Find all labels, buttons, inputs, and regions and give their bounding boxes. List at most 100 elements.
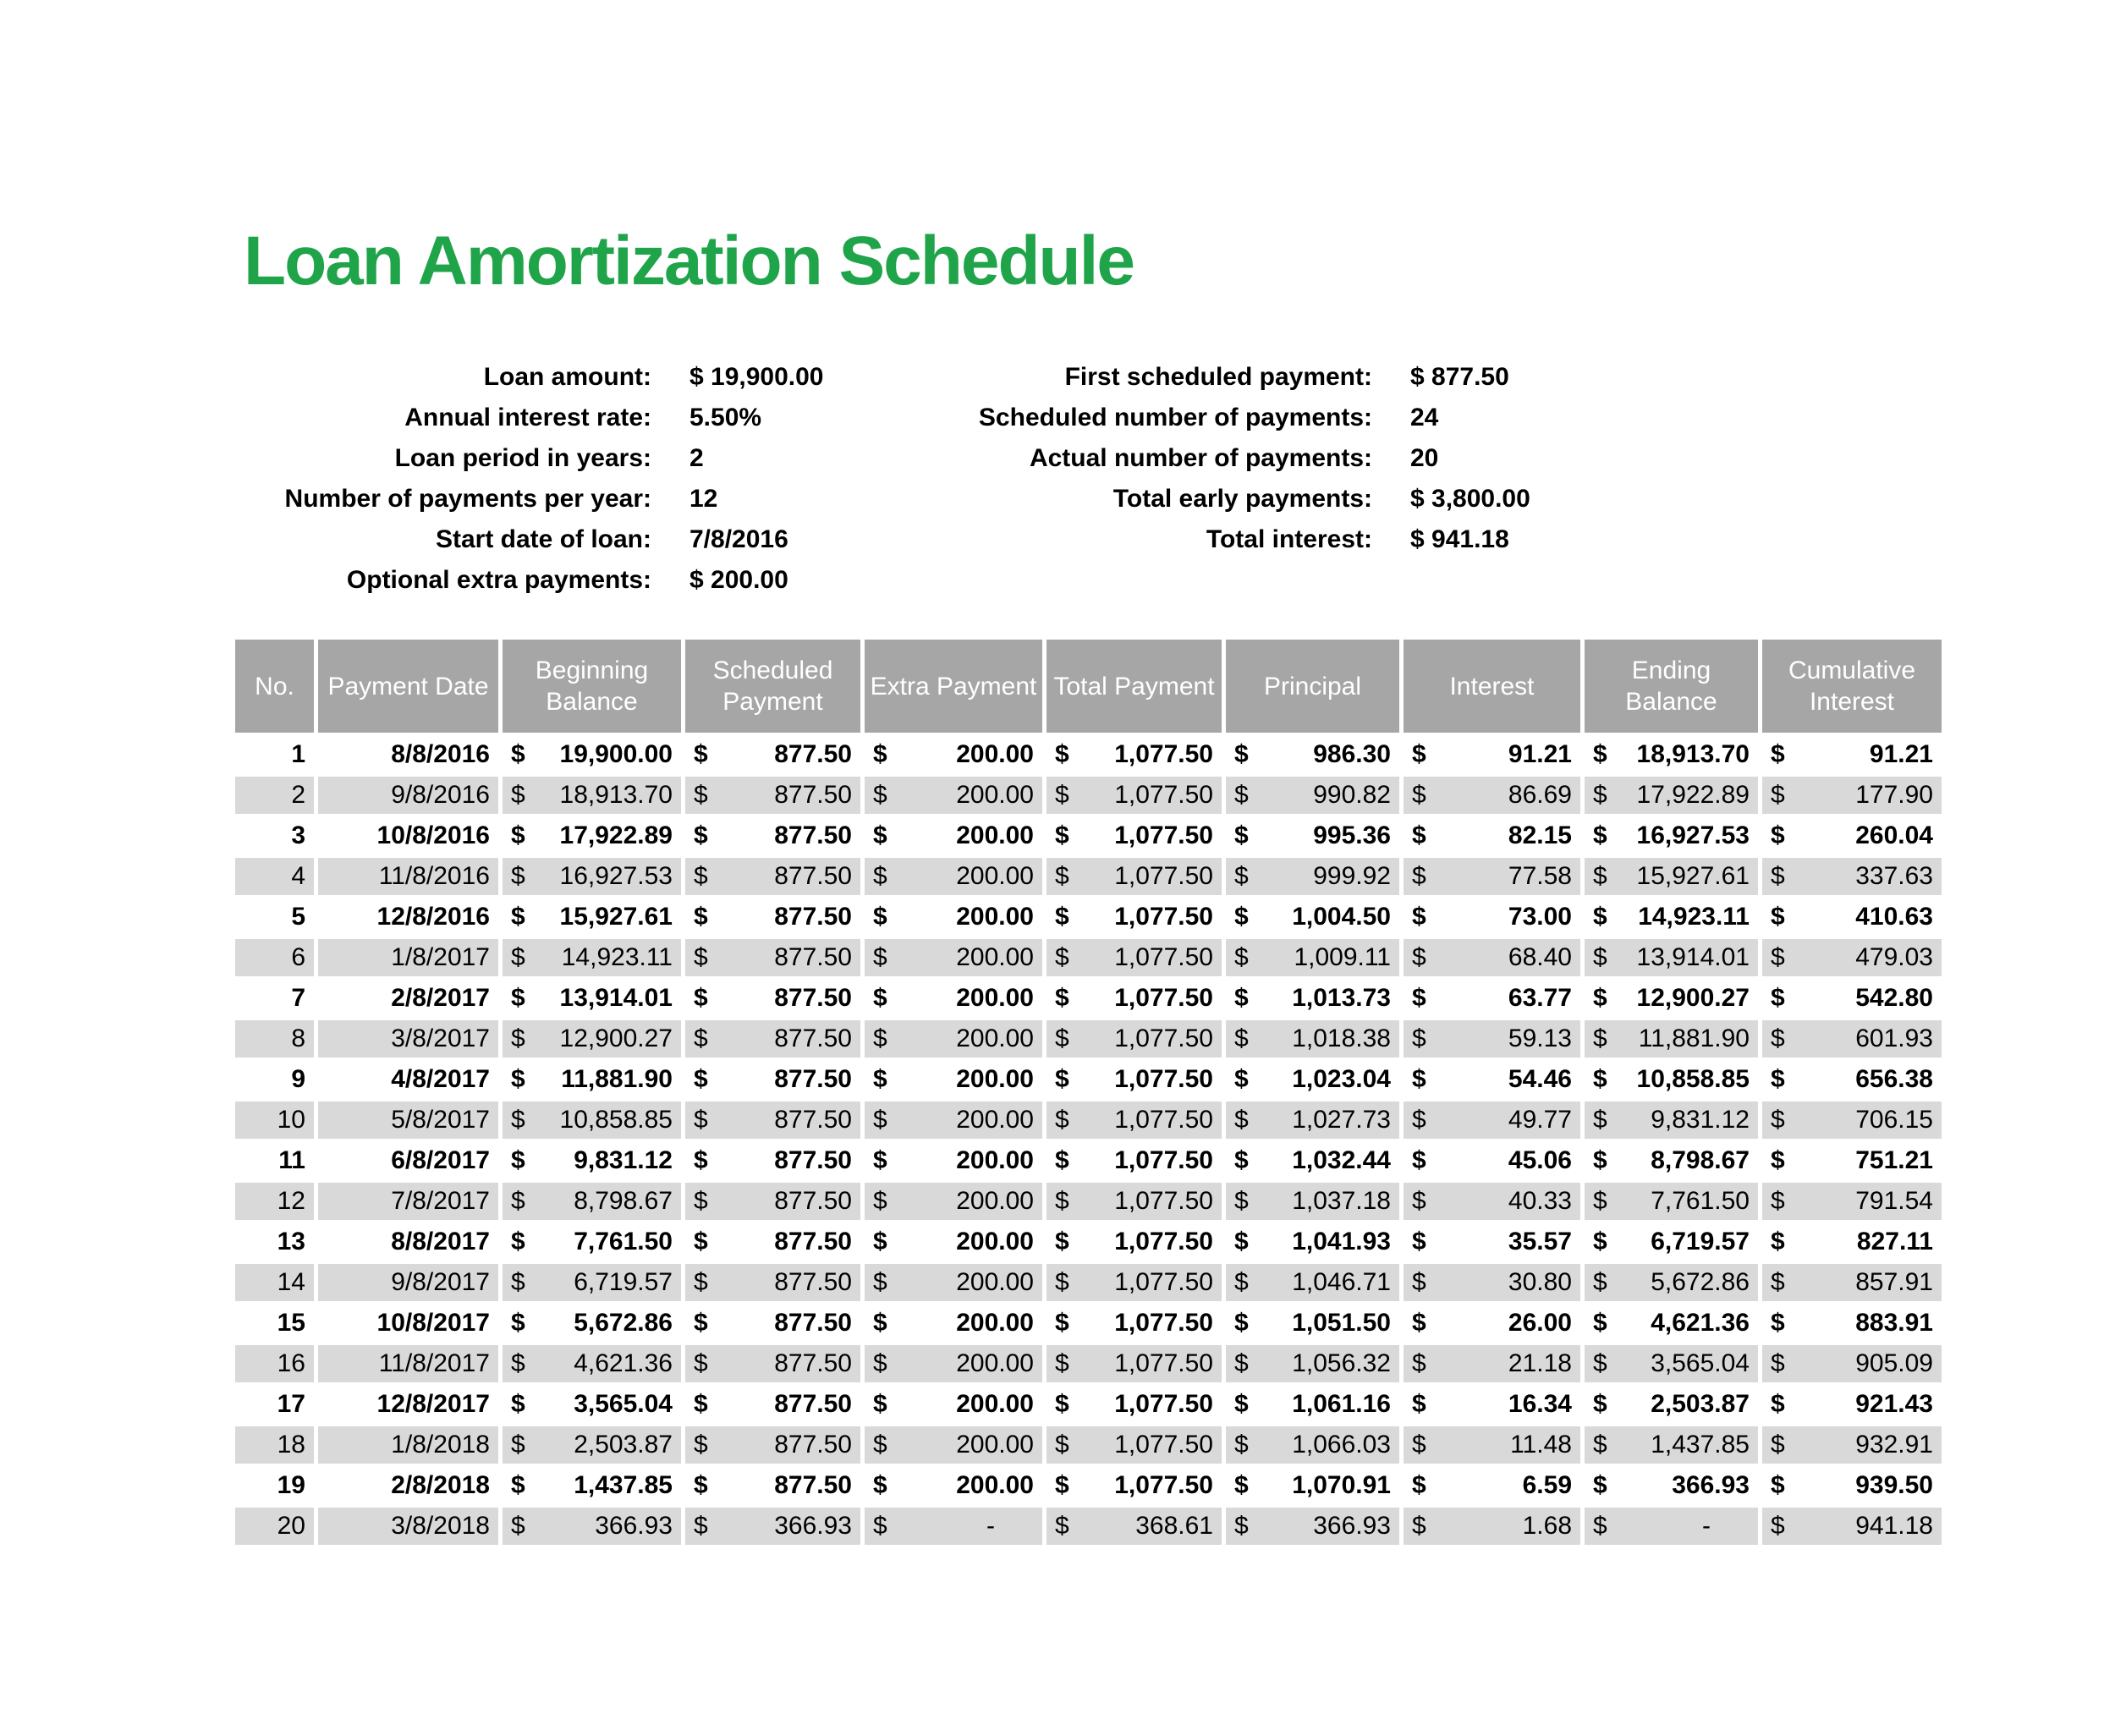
amount-value: 7,761.50	[574, 1228, 673, 1255]
cell-amount: $479.03	[1762, 939, 1942, 976]
currency-symbol: $	[1234, 1106, 1249, 1134]
accounting-format: $479.03	[1771, 943, 1933, 972]
amount-value: 16,927.53	[1636, 821, 1750, 849]
amount-value: 366.93	[1672, 1471, 1750, 1499]
accounting-format: $26.00	[1412, 1309, 1572, 1338]
accounting-format: $366.93	[694, 1512, 852, 1541]
amount-value: 73.00	[1508, 903, 1572, 931]
cell-amount: $2,503.87	[1585, 1386, 1758, 1423]
cell-amount: $410.63	[1762, 898, 1942, 936]
accounting-format: $877.50	[694, 1065, 852, 1094]
currency-symbol: $	[511, 1025, 525, 1052]
cell-amount: $857.91	[1762, 1264, 1942, 1301]
header-cell: Cumulative Interest	[1762, 640, 1942, 733]
accounting-format: $86.69	[1412, 781, 1572, 810]
currency-symbol: $	[1412, 1390, 1426, 1418]
currency-symbol: $	[873, 862, 887, 890]
cell-payment-number: 10	[235, 1101, 314, 1139]
cell-amount: $877.50	[685, 1467, 860, 1504]
amount-value: 1,437.85	[574, 1471, 673, 1499]
amount-value: 1,077.50	[1114, 1187, 1213, 1215]
amount-value: 941.18	[1855, 1512, 1933, 1540]
amount-value: -	[986, 1512, 995, 1540]
header-cell: Extra Payment	[865, 640, 1042, 733]
cell-amount: $601.93	[1762, 1020, 1942, 1058]
accounting-format: $200.00	[873, 1065, 1034, 1094]
summary-label: Number of payments per year:	[284, 485, 651, 513]
table-row: 19 2/8/2018 $1,437.85 $877.50 $200.00 $1,077.…	[235, 1467, 1942, 1504]
cell-payment-date: 7/8/2017	[318, 1183, 498, 1220]
currency-symbol: $	[1593, 903, 1607, 931]
currency-symbol: $	[1055, 984, 1069, 1012]
currency-symbol: $	[1593, 984, 1607, 1012]
amount-value: 877.50	[774, 1228, 852, 1255]
cell-amount: $3,565.04	[503, 1386, 681, 1423]
summary-label: Annual interest rate:	[404, 404, 651, 431]
cell-amount: $877.50	[685, 1061, 860, 1098]
currency-symbol: $	[1055, 1065, 1069, 1093]
currency-symbol: $	[1593, 1390, 1607, 1418]
cell-payment-date: 11/8/2016	[318, 858, 498, 895]
cell-payment-number: 5	[291, 903, 305, 931]
amount-value: 1,077.50	[1114, 740, 1213, 768]
cell-payment-date: 3/8/2018	[318, 1508, 498, 1545]
cell-amount: $200.00	[865, 1305, 1042, 1342]
accounting-format: $54.46	[1412, 1065, 1572, 1094]
cell-amount: $35.57	[1404, 1223, 1580, 1261]
header-cell: Scheduled Payment	[685, 640, 860, 733]
amount-value: 877.50	[774, 1268, 852, 1296]
cell-payment-date: 11/8/2017	[318, 1345, 498, 1382]
currency-symbol: $	[873, 1146, 887, 1174]
currency-symbol: $	[511, 1309, 525, 1337]
accounting-format: $200.00	[873, 984, 1034, 1013]
cell-amount: $8,798.67	[503, 1183, 681, 1220]
accounting-format: $13,914.01	[1593, 943, 1750, 972]
cell-amount: $877.50	[685, 1426, 860, 1464]
currency-symbol: $	[1771, 862, 1785, 890]
amount-value: 656.38	[1855, 1065, 1933, 1093]
accounting-format: $1,077.50	[1055, 1146, 1213, 1175]
cell-payment-number: 3	[291, 821, 305, 849]
amount-value: 4,621.36	[1651, 1309, 1750, 1337]
amount-value: 877.50	[774, 821, 852, 849]
table-row: 13 8/8/2017 $7,761.50 $877.50 $200.00 $1,077.…	[235, 1223, 1942, 1261]
cell-amount: $1,437.85	[1585, 1426, 1758, 1464]
accounting-format: $656.38	[1771, 1065, 1933, 1094]
amount-value: 877.50	[774, 1349, 852, 1377]
summary-label: Loan amount:	[483, 363, 651, 391]
amount-value: 1,051.50	[1292, 1309, 1391, 1337]
loan-summary-right: First scheduled payment: $ 877.50 Schedule…	[964, 357, 1530, 560]
table-row: 4 11/8/2016 $16,927.53 $877.50 $200.00 $1,077…	[235, 858, 1942, 895]
accounting-format: $877.50	[694, 943, 852, 972]
amount-value: 200.00	[956, 862, 1034, 890]
accounting-format: $68.40	[1412, 943, 1572, 972]
accounting-format: $410.63	[1771, 903, 1933, 931]
currency-symbol: $	[1234, 1228, 1249, 1255]
accounting-format: $18,913.70	[1593, 740, 1750, 769]
accounting-format: $8,798.67	[511, 1187, 673, 1216]
cell-payment-number: 1	[291, 740, 305, 768]
cell-amount: $656.38	[1762, 1061, 1942, 1098]
cell-payment-date: 12/8/2017	[376, 1390, 490, 1418]
summary-value: 12	[689, 485, 718, 513]
accounting-format: $12,900.27	[1593, 984, 1750, 1013]
cell-amount: $877.50	[685, 1264, 860, 1301]
amount-value: 1,077.50	[1114, 1309, 1213, 1337]
currency-symbol: $	[873, 1065, 887, 1093]
cell-amount: $368.61	[1047, 1508, 1222, 1545]
cell-amount: $877.50	[685, 1020, 860, 1058]
currency-symbol: $	[1412, 1228, 1426, 1255]
currency-symbol: $	[511, 862, 525, 890]
accounting-format: $1,066.03	[1234, 1431, 1391, 1459]
cell-amount: $1,070.91	[1226, 1467, 1399, 1504]
currency-symbol: $	[1234, 1268, 1249, 1296]
accounting-format: $1,070.91	[1234, 1471, 1391, 1500]
cell-amount: $8,798.67	[1585, 1142, 1758, 1179]
currency-symbol: $	[873, 1349, 887, 1377]
cell-amount: $177.90	[1762, 777, 1942, 814]
cell-payment-date: 2/8/2017	[391, 984, 490, 1012]
currency-symbol: $	[511, 1471, 525, 1499]
accounting-format: $366.93	[1234, 1512, 1391, 1541]
amount-value: 16.34	[1508, 1390, 1572, 1418]
accounting-format: $77.58	[1412, 862, 1572, 891]
